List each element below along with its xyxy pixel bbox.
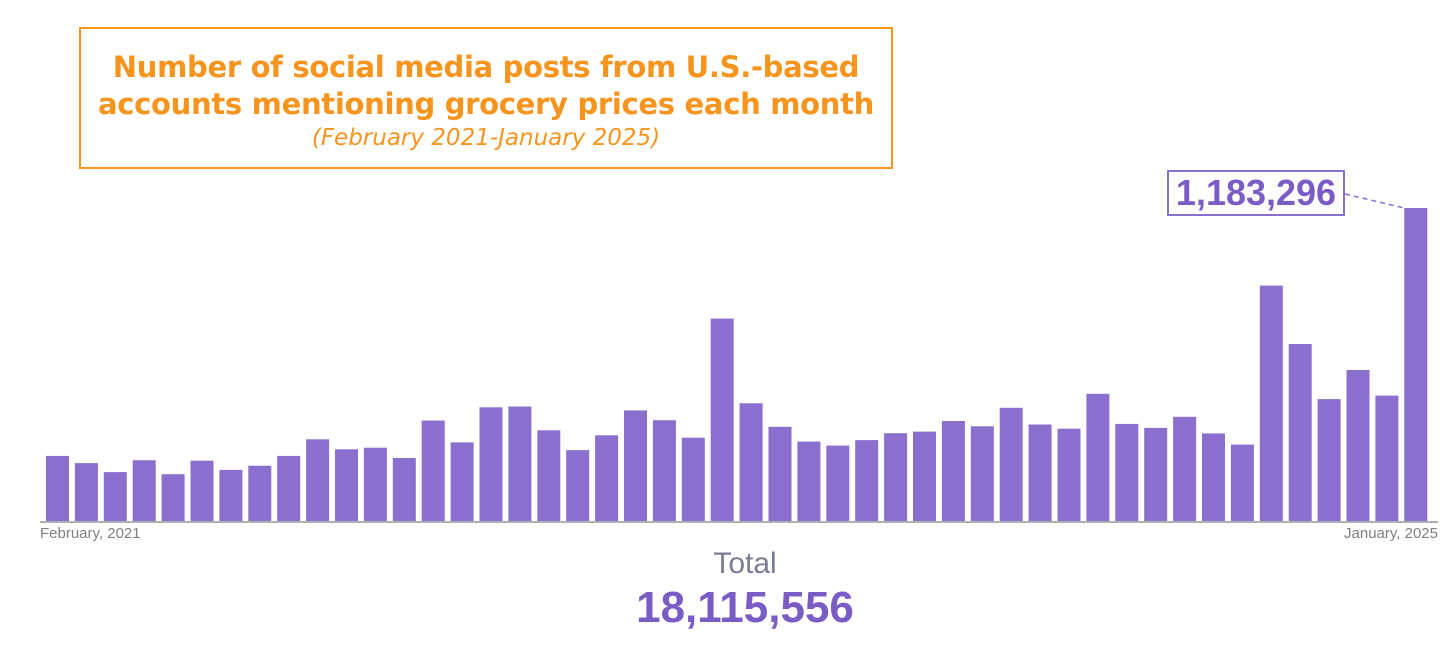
bar-19 [595, 435, 619, 521]
annotation-leader-line [1344, 193, 1405, 209]
bar-3 [132, 460, 156, 521]
total-value: 18,115,556 [636, 583, 854, 632]
bar-38 [1144, 427, 1168, 521]
bar-35 [1057, 428, 1081, 521]
chart-title-line-1: Number of social media posts from U.S.-b… [112, 50, 860, 84]
bar-42 [1259, 285, 1283, 521]
bar-15 [479, 407, 503, 521]
bar-32 [970, 426, 994, 521]
bar-0 [46, 455, 69, 521]
bar-45 [1346, 370, 1370, 521]
bar-37 [1115, 423, 1139, 521]
bar-25 [768, 426, 792, 521]
bar-17 [537, 430, 561, 521]
bar-7 [248, 465, 272, 521]
bar-39 [1173, 416, 1197, 521]
bar-33 [999, 407, 1023, 521]
bar-10 [335, 449, 358, 521]
bar-44 [1317, 399, 1341, 521]
bar-30 [913, 431, 936, 521]
bar-24 [739, 403, 763, 521]
bar-14 [450, 442, 474, 521]
x-axis-end-label: January, 2025 [1344, 525, 1438, 542]
chart-subtitle: (February 2021-January 2025) [311, 125, 661, 151]
bar-9 [306, 439, 330, 521]
bar-31 [941, 421, 965, 521]
bar-46 [1375, 395, 1399, 521]
bar-5 [190, 460, 214, 521]
bar-21 [652, 420, 676, 521]
bar-6 [219, 469, 243, 521]
bar-36 [1086, 393, 1110, 521]
bar-16 [508, 406, 532, 521]
max-value-annotation: 1,183,296 [1167, 170, 1345, 216]
bar-22 [681, 437, 705, 521]
bar-26 [797, 441, 821, 521]
bar-40 [1202, 433, 1225, 521]
bar-1 [74, 463, 98, 521]
x-axis-start-label: February, 2021 [40, 525, 141, 542]
bar-28 [855, 440, 879, 521]
bar-4 [161, 474, 185, 521]
bar-12 [392, 458, 416, 521]
bar-20 [624, 410, 647, 521]
bar-11 [363, 447, 387, 521]
chart-title-line-2: accounts mentioning grocery prices each … [97, 87, 875, 121]
bar-18 [566, 450, 590, 521]
bar-27 [826, 445, 850, 521]
bar-41 [1230, 444, 1254, 521]
bar-47 [1404, 208, 1428, 521]
bar-8 [277, 455, 301, 521]
bar-series [46, 208, 1428, 521]
chart-title-box: Number of social media posts from U.S.-b… [79, 27, 893, 169]
total-label: Total [713, 547, 777, 580]
bar-13 [421, 420, 445, 521]
bar-34 [1028, 424, 1052, 521]
bar-43 [1288, 344, 1312, 521]
bar-29 [884, 433, 908, 521]
bar-2 [103, 472, 127, 521]
bar-23 [710, 318, 734, 521]
